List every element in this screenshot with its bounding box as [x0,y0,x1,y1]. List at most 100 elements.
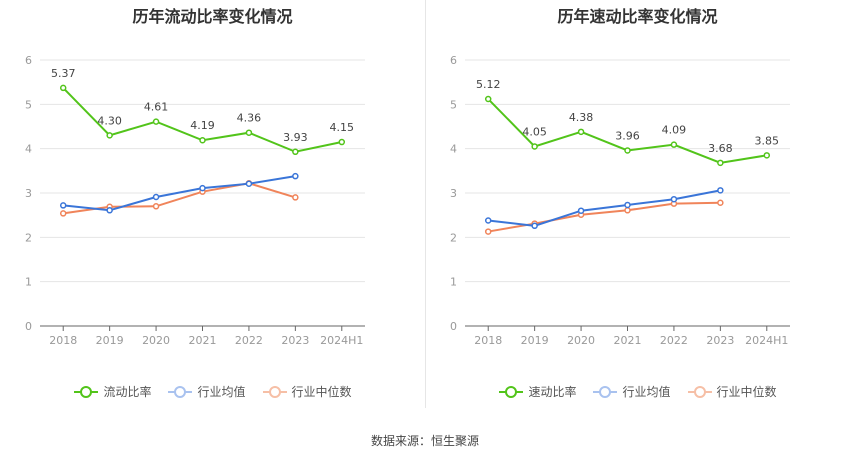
legend-item-industry-median[interactable]: 行业中位数 [262,383,352,400]
median-series-point[interactable] [152,203,160,210]
data-label: 4.30 [97,114,122,127]
legend-main-icon [74,385,99,398]
y-tick-label: 4 [25,143,32,156]
quick-ratio-chart: 历年速动比率变化情况 0 1 2 3 4 5 6 2018 2019 2020 2021 2022 20… [425,0,850,420]
median-series-point[interactable] [292,194,299,201]
main-series-point[interactable] [763,152,771,159]
main-series-point[interactable] [292,148,299,156]
y-tick-label: 2 [25,231,32,244]
panel-divider [425,0,426,408]
data-label: 4.15 [330,121,355,134]
x-tick-label: 2022 [660,334,688,347]
legend-label: 流动比率 [103,385,152,399]
legend-median-icon [262,385,287,398]
y-tick-label: 6 [450,54,457,67]
average-series-point[interactable] [624,201,631,209]
chart-title: 历年流动比率变化情况 [132,7,293,26]
y-tick-label: 5 [25,98,32,111]
legend-average-icon [593,385,618,398]
x-tick-label: 2018 [474,334,502,347]
legend-label: 速动比率 [528,385,577,399]
average-series-point[interactable] [245,180,253,187]
x-tick-label: 2021 [614,334,642,347]
average-series-point[interactable] [106,207,113,214]
y-tick-label: 5 [450,98,457,111]
data-label: 4.61 [144,101,169,114]
main-series-point[interactable] [245,129,253,136]
average-series-point[interactable] [152,193,160,201]
x-tick-label: 2024H1 [745,334,788,347]
main-series-point[interactable] [670,141,678,148]
x-tick-label: 2020 [142,334,170,347]
legend-item-main[interactable]: 速动比率 [498,383,576,400]
y-tick-label: 0 [450,320,457,333]
legend-label: 行业中位数 [291,385,352,399]
y-tick-label: 1 [450,276,457,289]
y-tick-label: 3 [450,187,457,200]
median-series-point[interactable] [624,207,631,214]
data-label: 4.05 [522,125,547,138]
legend-item-industry-median[interactable]: 行业中位数 [687,383,777,400]
y-tick-label: 2 [450,231,457,244]
average-series-point[interactable] [59,202,67,209]
median-series-point[interactable] [484,228,492,235]
main-series-point[interactable] [484,95,492,103]
average-series-line [488,189,721,227]
y-tick-label: 1 [25,276,32,289]
main-series-point[interactable] [199,136,206,144]
data-label: 4.36 [237,112,262,125]
average-series-point[interactable] [484,217,492,224]
legend-label: 行业均值 [197,385,246,399]
average-series-point[interactable] [531,222,538,230]
current-ratio-chart: 历年流动比率变化情况 0 1 2 3 4 5 6 2018 2019 2020 2021 2022 20… [0,0,425,420]
legend-main-icon [499,385,524,398]
average-series-point[interactable] [717,187,724,194]
x-tick-label: 2020 [567,334,595,347]
main-series-point[interactable] [106,132,113,139]
main-series-point[interactable] [59,84,67,92]
legend-label: 行业均值 [622,385,671,399]
y-tick-label: 0 [25,320,32,333]
legend: 流动比率 行业均值 行业中位数 [0,383,425,400]
data-label: 5.12 [476,78,501,91]
data-label: 4.19 [190,119,215,132]
data-source-note: 数据来源：恒生聚源 [370,434,479,448]
y-tick-label: 6 [25,54,32,67]
data-label: 3.68 [708,142,733,155]
median-series-line [63,182,296,215]
main-series-point[interactable] [717,159,724,167]
data-label: 4.38 [569,111,594,124]
x-tick-label: 2021 [189,334,217,347]
x-tick-label: 2019 [96,334,124,347]
data-label: 4.09 [662,124,687,137]
average-series-line [63,175,296,212]
main-series-point[interactable] [624,147,631,154]
x-tick-label: 2018 [49,334,77,347]
median-series-point[interactable] [717,199,724,207]
x-tick-label: 2019 [521,334,549,347]
main-series-point[interactable] [577,128,585,136]
legend-average-icon [168,385,193,398]
x-tick-label: 2023 [706,334,734,347]
x-tick-label: 2024H1 [320,334,363,347]
quick-ratio-plot: 0 1 2 3 4 5 6 2018 2019 2020 2021 2022 2023 2024H1 5.1… [450,54,790,347]
y-tick-label: 4 [450,143,457,156]
x-tick-label: 2022 [235,334,263,347]
average-series-point[interactable] [577,207,585,214]
legend-item-industry-average[interactable]: 行业均值 [592,383,671,400]
legend: 速动比率 行业均值 行业中位数 [425,383,850,400]
chart-title: 历年速动比率变化情况 [557,7,718,26]
x-tick-label: 2023 [281,334,309,347]
average-series-point[interactable] [199,184,206,192]
legend-item-main[interactable]: 流动比率 [73,383,151,400]
average-series-point[interactable] [670,195,678,203]
current-ratio-plot: 0 1 2 3 4 5 6 2018 2019 2020 2021 2022 2023 2024H1 5.3… [25,54,365,347]
main-series-point[interactable] [531,143,538,150]
main-series-point[interactable] [152,118,160,125]
main-series-point[interactable] [338,138,346,146]
data-label: 3.96 [615,129,640,142]
median-series-point[interactable] [59,210,67,217]
data-label: 3.85 [755,134,780,147]
legend-item-industry-average[interactable]: 行业均值 [167,383,246,400]
average-series-point[interactable] [292,172,299,180]
